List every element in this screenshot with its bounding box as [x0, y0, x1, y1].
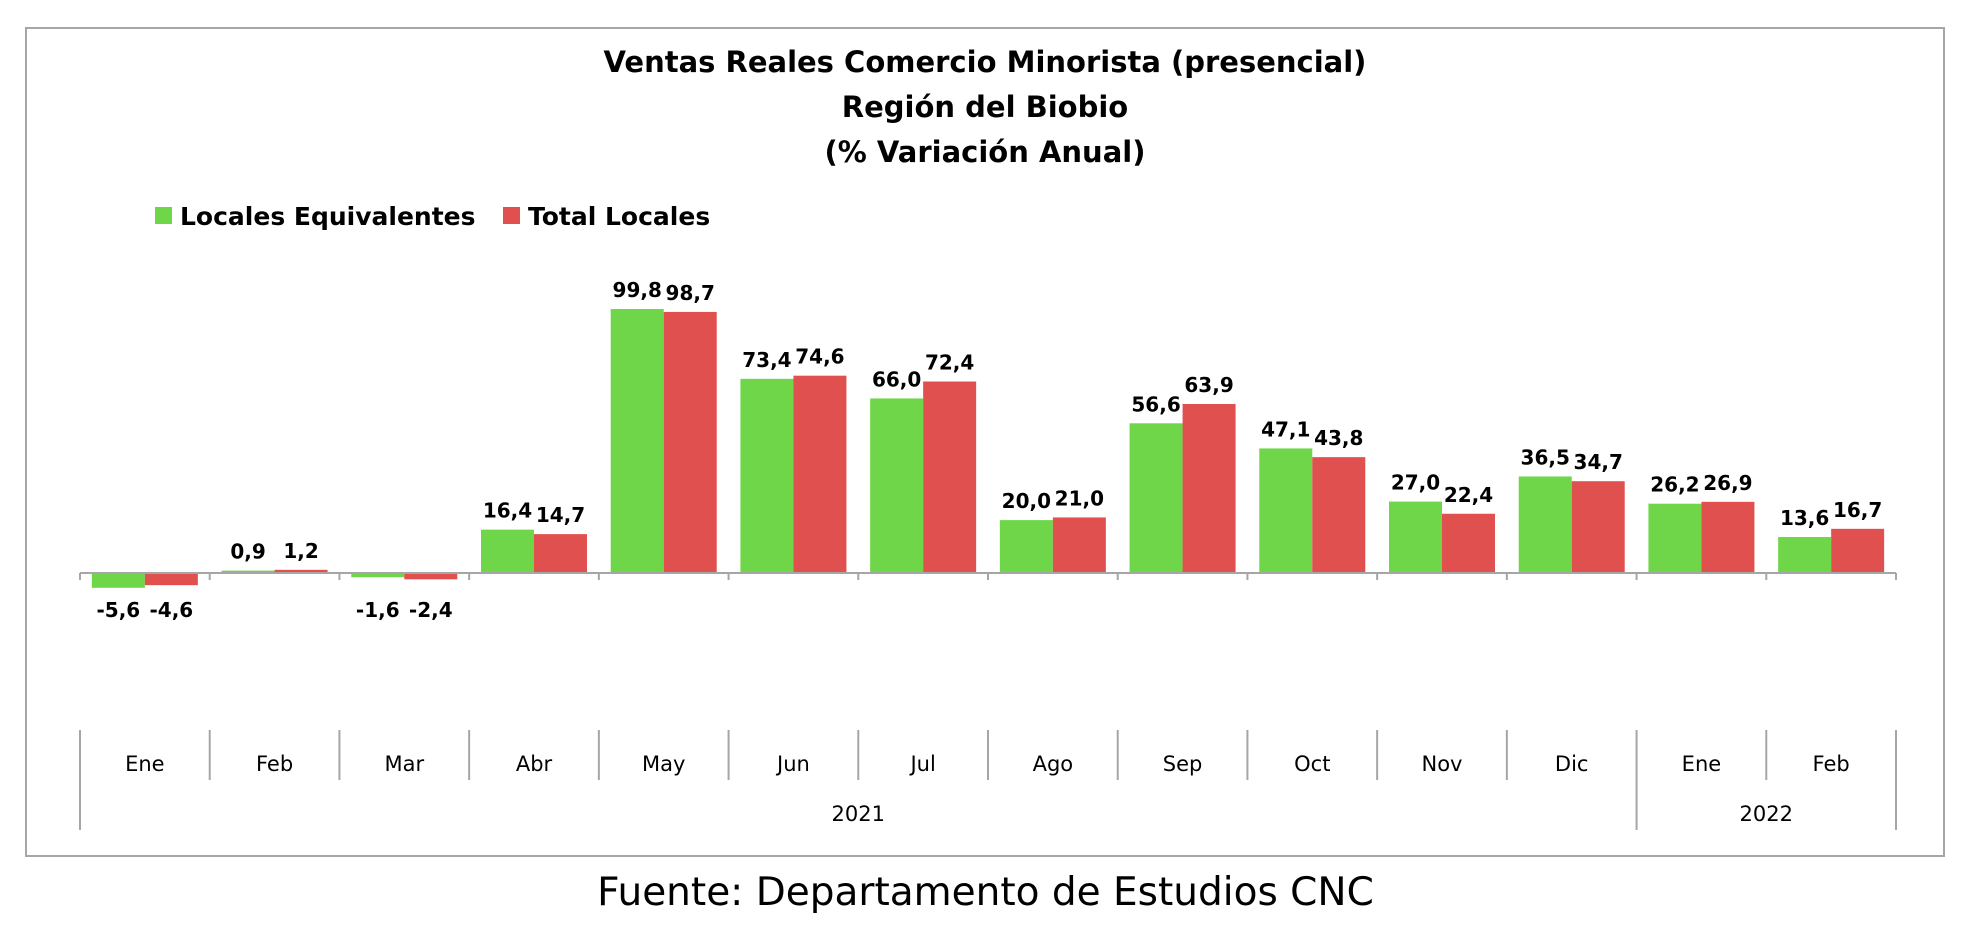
bar-locales-equivalentes-8 — [1129, 423, 1183, 573]
bar-locales-equivalentes-2 — [351, 573, 405, 578]
data-label-locales-equivalentes-5: 73,4 — [742, 348, 791, 372]
bar-total-locales-1 — [274, 569, 328, 573]
data-label-total-locales-12: 26,9 — [1703, 471, 1752, 495]
month-label-7: Ago — [1033, 752, 1074, 776]
chart-title: Ventas Reales Comercio Minorista (presen… — [604, 45, 1367, 169]
bar-total-locales-12 — [1701, 501, 1755, 573]
month-label-12: Ene — [1682, 752, 1722, 776]
legend-swatch-total-locales — [503, 207, 520, 224]
chart-title-line-2: Región del Biobio — [842, 90, 1128, 124]
bar-locales-equivalentes-9 — [1259, 448, 1313, 573]
year-label-2022: 2022 — [1740, 802, 1793, 826]
data-label-total-locales-7: 21,0 — [1055, 486, 1104, 510]
month-label-9: Oct — [1294, 752, 1330, 776]
data-label-total-locales-4: 98,7 — [666, 281, 715, 305]
data-labels-group: -5,6 -4,6 0,9 1,2 -1,6 -2,4 16,4 14,7 99,8 98,7 73… — [96, 278, 1882, 622]
month-label-11: Dic — [1555, 752, 1589, 776]
data-label-total-locales-9: 43,8 — [1314, 426, 1363, 450]
data-label-locales-equivalentes-7: 20,0 — [1002, 489, 1051, 513]
bar-locales-equivalentes-12 — [1648, 503, 1702, 573]
data-label-locales-equivalentes-8: 56,6 — [1131, 392, 1180, 416]
data-label-locales-equivalentes-3: 16,4 — [483, 499, 532, 523]
year-label-2021: 2021 — [832, 802, 885, 826]
data-label-locales-equivalentes-6: 66,0 — [872, 367, 921, 391]
data-label-locales-equivalentes-9: 47,1 — [1261, 417, 1310, 441]
bar-total-locales-3 — [534, 534, 587, 573]
month-label-3: Abr — [516, 752, 553, 776]
month-label-13: Feb — [1813, 752, 1850, 776]
chart-title-line-1: Ventas Reales Comercio Minorista (presen… — [604, 45, 1367, 79]
bar-total-locales-4 — [663, 311, 717, 573]
data-label-locales-equivalentes-10: 27,0 — [1391, 471, 1440, 495]
data-label-total-locales-10: 22,4 — [1444, 483, 1493, 507]
bar-locales-equivalentes-11 — [1518, 476, 1572, 573]
data-label-total-locales-6: 72,4 — [925, 351, 974, 375]
data-label-locales-equivalentes-13: 13,6 — [1780, 506, 1829, 530]
bar-total-locales-13 — [1831, 528, 1885, 573]
legend: Locales Equivalentes Total Locales — [155, 202, 710, 231]
bar-total-locales-9 — [1312, 457, 1366, 573]
data-label-total-locales-13: 16,7 — [1833, 498, 1882, 522]
bar-locales-equivalentes-3 — [481, 529, 534, 573]
bar-total-locales-2 — [404, 573, 458, 580]
bar-locales-equivalentes-4 — [610, 309, 664, 573]
source-note: Fuente: Departamento de Estudios CNC — [597, 870, 1374, 915]
data-label-total-locales-11: 34,7 — [1574, 450, 1623, 474]
month-label-8: Sep — [1163, 752, 1203, 776]
data-label-locales-equivalentes-12: 26,2 — [1650, 473, 1699, 497]
data-label-locales-equivalentes-11: 36,5 — [1521, 445, 1570, 469]
month-label-4: May — [642, 752, 685, 776]
data-label-total-locales-3: 14,7 — [536, 503, 585, 527]
bar-locales-equivalentes-1 — [221, 570, 275, 573]
data-label-total-locales-8: 63,9 — [1184, 373, 1233, 397]
data-label-locales-equivalentes-2: -1,6 — [356, 598, 400, 622]
bar-locales-equivalentes-7 — [999, 520, 1053, 573]
bar-total-locales-8 — [1182, 403, 1236, 573]
data-label-total-locales-2: -2,4 — [409, 598, 453, 622]
bar-total-locales-6 — [923, 381, 977, 573]
legend-label-total-locales: Total Locales — [528, 202, 710, 231]
legend-swatch-locales-equivalentes — [155, 207, 172, 224]
bar-total-locales-7 — [1052, 517, 1106, 573]
bars-group — [91, 309, 1885, 588]
data-label-locales-equivalentes-0: -5,6 — [96, 598, 140, 622]
bar-total-locales-10 — [1442, 513, 1495, 573]
bar-locales-equivalentes-5 — [740, 378, 794, 573]
chart-svg: Ventas Reales Comercio Minorista (presen… — [79, 45, 1897, 830]
data-label-total-locales-5: 74,6 — [795, 345, 844, 369]
bar-total-locales-11 — [1571, 481, 1625, 573]
legend-label-locales-equivalentes: Locales Equivalentes — [180, 202, 476, 231]
bar-locales-equivalentes-10 — [1389, 501, 1442, 573]
bar-total-locales-0 — [144, 573, 198, 586]
month-label-5: Jun — [775, 752, 810, 776]
data-label-total-locales-0: -4,6 — [149, 598, 193, 622]
bar-locales-equivalentes-6 — [870, 398, 924, 573]
month-label-0: Ene — [125, 752, 165, 776]
x-axis: Ene Feb Mar Abr May Jun Jul Ago Sep Oct Nov Dic Ene F… — [79, 572, 1897, 830]
data-label-total-locales-1: 1,2 — [283, 539, 318, 563]
month-label-1: Feb — [256, 752, 293, 776]
bar-locales-equivalentes-0 — [91, 573, 145, 588]
bar-total-locales-5 — [793, 375, 847, 573]
data-label-locales-equivalentes-4: 99,8 — [613, 278, 662, 302]
data-label-locales-equivalentes-1: 0,9 — [230, 540, 265, 564]
month-label-10: Nov — [1422, 752, 1463, 776]
bar-locales-equivalentes-13 — [1778, 537, 1832, 573]
month-label-2: Mar — [384, 752, 424, 776]
month-label-6: Jul — [908, 752, 935, 776]
chart-title-line-3: (% Variación Anual) — [825, 135, 1146, 169]
chart-frame — [25, 27, 1945, 857]
